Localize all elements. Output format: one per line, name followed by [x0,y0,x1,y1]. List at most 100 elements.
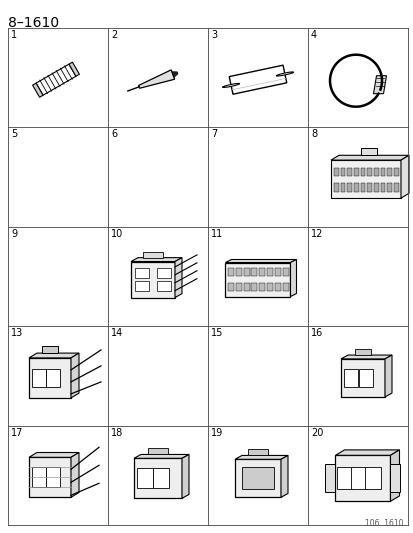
Text: 20: 20 [310,427,323,438]
Bar [347,183,351,192]
Text: 5: 5 [11,130,17,140]
Bar [137,469,153,488]
Bar [228,268,233,276]
Text: 14: 14 [111,328,123,338]
Bar [135,268,149,278]
Bar [266,283,273,291]
Polygon shape [171,72,178,77]
Bar [361,148,377,155]
Text: 9: 9 [11,229,17,239]
Bar [247,449,267,456]
Bar [251,268,257,276]
Bar [142,252,163,257]
Bar [157,280,171,290]
Bar [373,168,378,176]
Polygon shape [229,65,286,94]
Bar [364,467,380,489]
Bar [380,168,385,176]
Bar [340,183,344,192]
Bar [29,358,71,398]
Polygon shape [389,450,399,502]
Text: 7: 7 [211,130,217,140]
Bar [242,467,273,489]
Polygon shape [69,62,79,76]
Bar [344,369,357,387]
Text: 18: 18 [111,427,123,438]
Bar [266,268,273,276]
Ellipse shape [222,83,239,87]
Text: 17: 17 [11,427,23,438]
Polygon shape [138,70,174,88]
Bar [393,183,398,192]
Bar [360,168,365,176]
Bar [157,268,171,278]
Bar [235,283,241,291]
Polygon shape [33,83,43,97]
Bar [282,283,288,291]
Bar [153,469,169,488]
Text: 11: 11 [211,229,223,239]
Text: 10: 10 [111,229,123,239]
Polygon shape [134,455,189,458]
Bar [380,183,385,192]
Text: 8–1610: 8–1610 [8,16,59,30]
Polygon shape [182,455,189,498]
Polygon shape [340,355,391,359]
Bar [134,458,182,498]
Bar [29,457,71,497]
Polygon shape [400,155,408,198]
Polygon shape [335,450,399,455]
Polygon shape [290,260,296,296]
Polygon shape [225,260,296,262]
Bar [373,183,378,192]
Bar [354,349,370,355]
Bar [147,448,168,455]
Bar [325,464,335,492]
Bar [243,268,249,276]
Bar [251,283,257,291]
Bar [330,160,400,198]
Polygon shape [36,64,76,95]
Text: 1: 1 [11,30,17,40]
Bar [225,262,290,296]
Bar [259,283,265,291]
Bar [347,168,351,176]
Bar [366,183,371,192]
Bar [336,467,352,489]
Polygon shape [29,353,79,358]
Text: 12: 12 [310,229,323,239]
Ellipse shape [275,72,293,76]
Bar [46,467,59,487]
Bar [386,168,391,176]
Bar [386,183,391,192]
Bar [46,369,59,387]
Polygon shape [373,76,386,94]
Bar [235,459,280,497]
Polygon shape [330,155,408,160]
Polygon shape [175,257,182,297]
Bar [228,283,233,291]
Bar [274,283,280,291]
Polygon shape [280,456,287,497]
Polygon shape [71,453,79,497]
Bar [353,168,358,176]
Bar [274,268,280,276]
Bar [360,183,365,192]
Bar [366,168,371,176]
Bar [340,359,384,397]
Bar [333,168,338,176]
Polygon shape [235,456,287,459]
Polygon shape [131,257,182,262]
Text: 15: 15 [211,328,223,338]
Bar [389,464,399,492]
Text: 4: 4 [310,30,316,40]
Text: 3: 3 [211,30,216,40]
Bar [235,268,241,276]
Text: 6: 6 [111,130,117,140]
Bar [42,346,58,353]
Text: 19: 19 [211,427,223,438]
Bar [350,467,366,489]
Bar [333,183,338,192]
Bar [32,467,46,487]
Text: 106  1610: 106 1610 [365,519,403,528]
